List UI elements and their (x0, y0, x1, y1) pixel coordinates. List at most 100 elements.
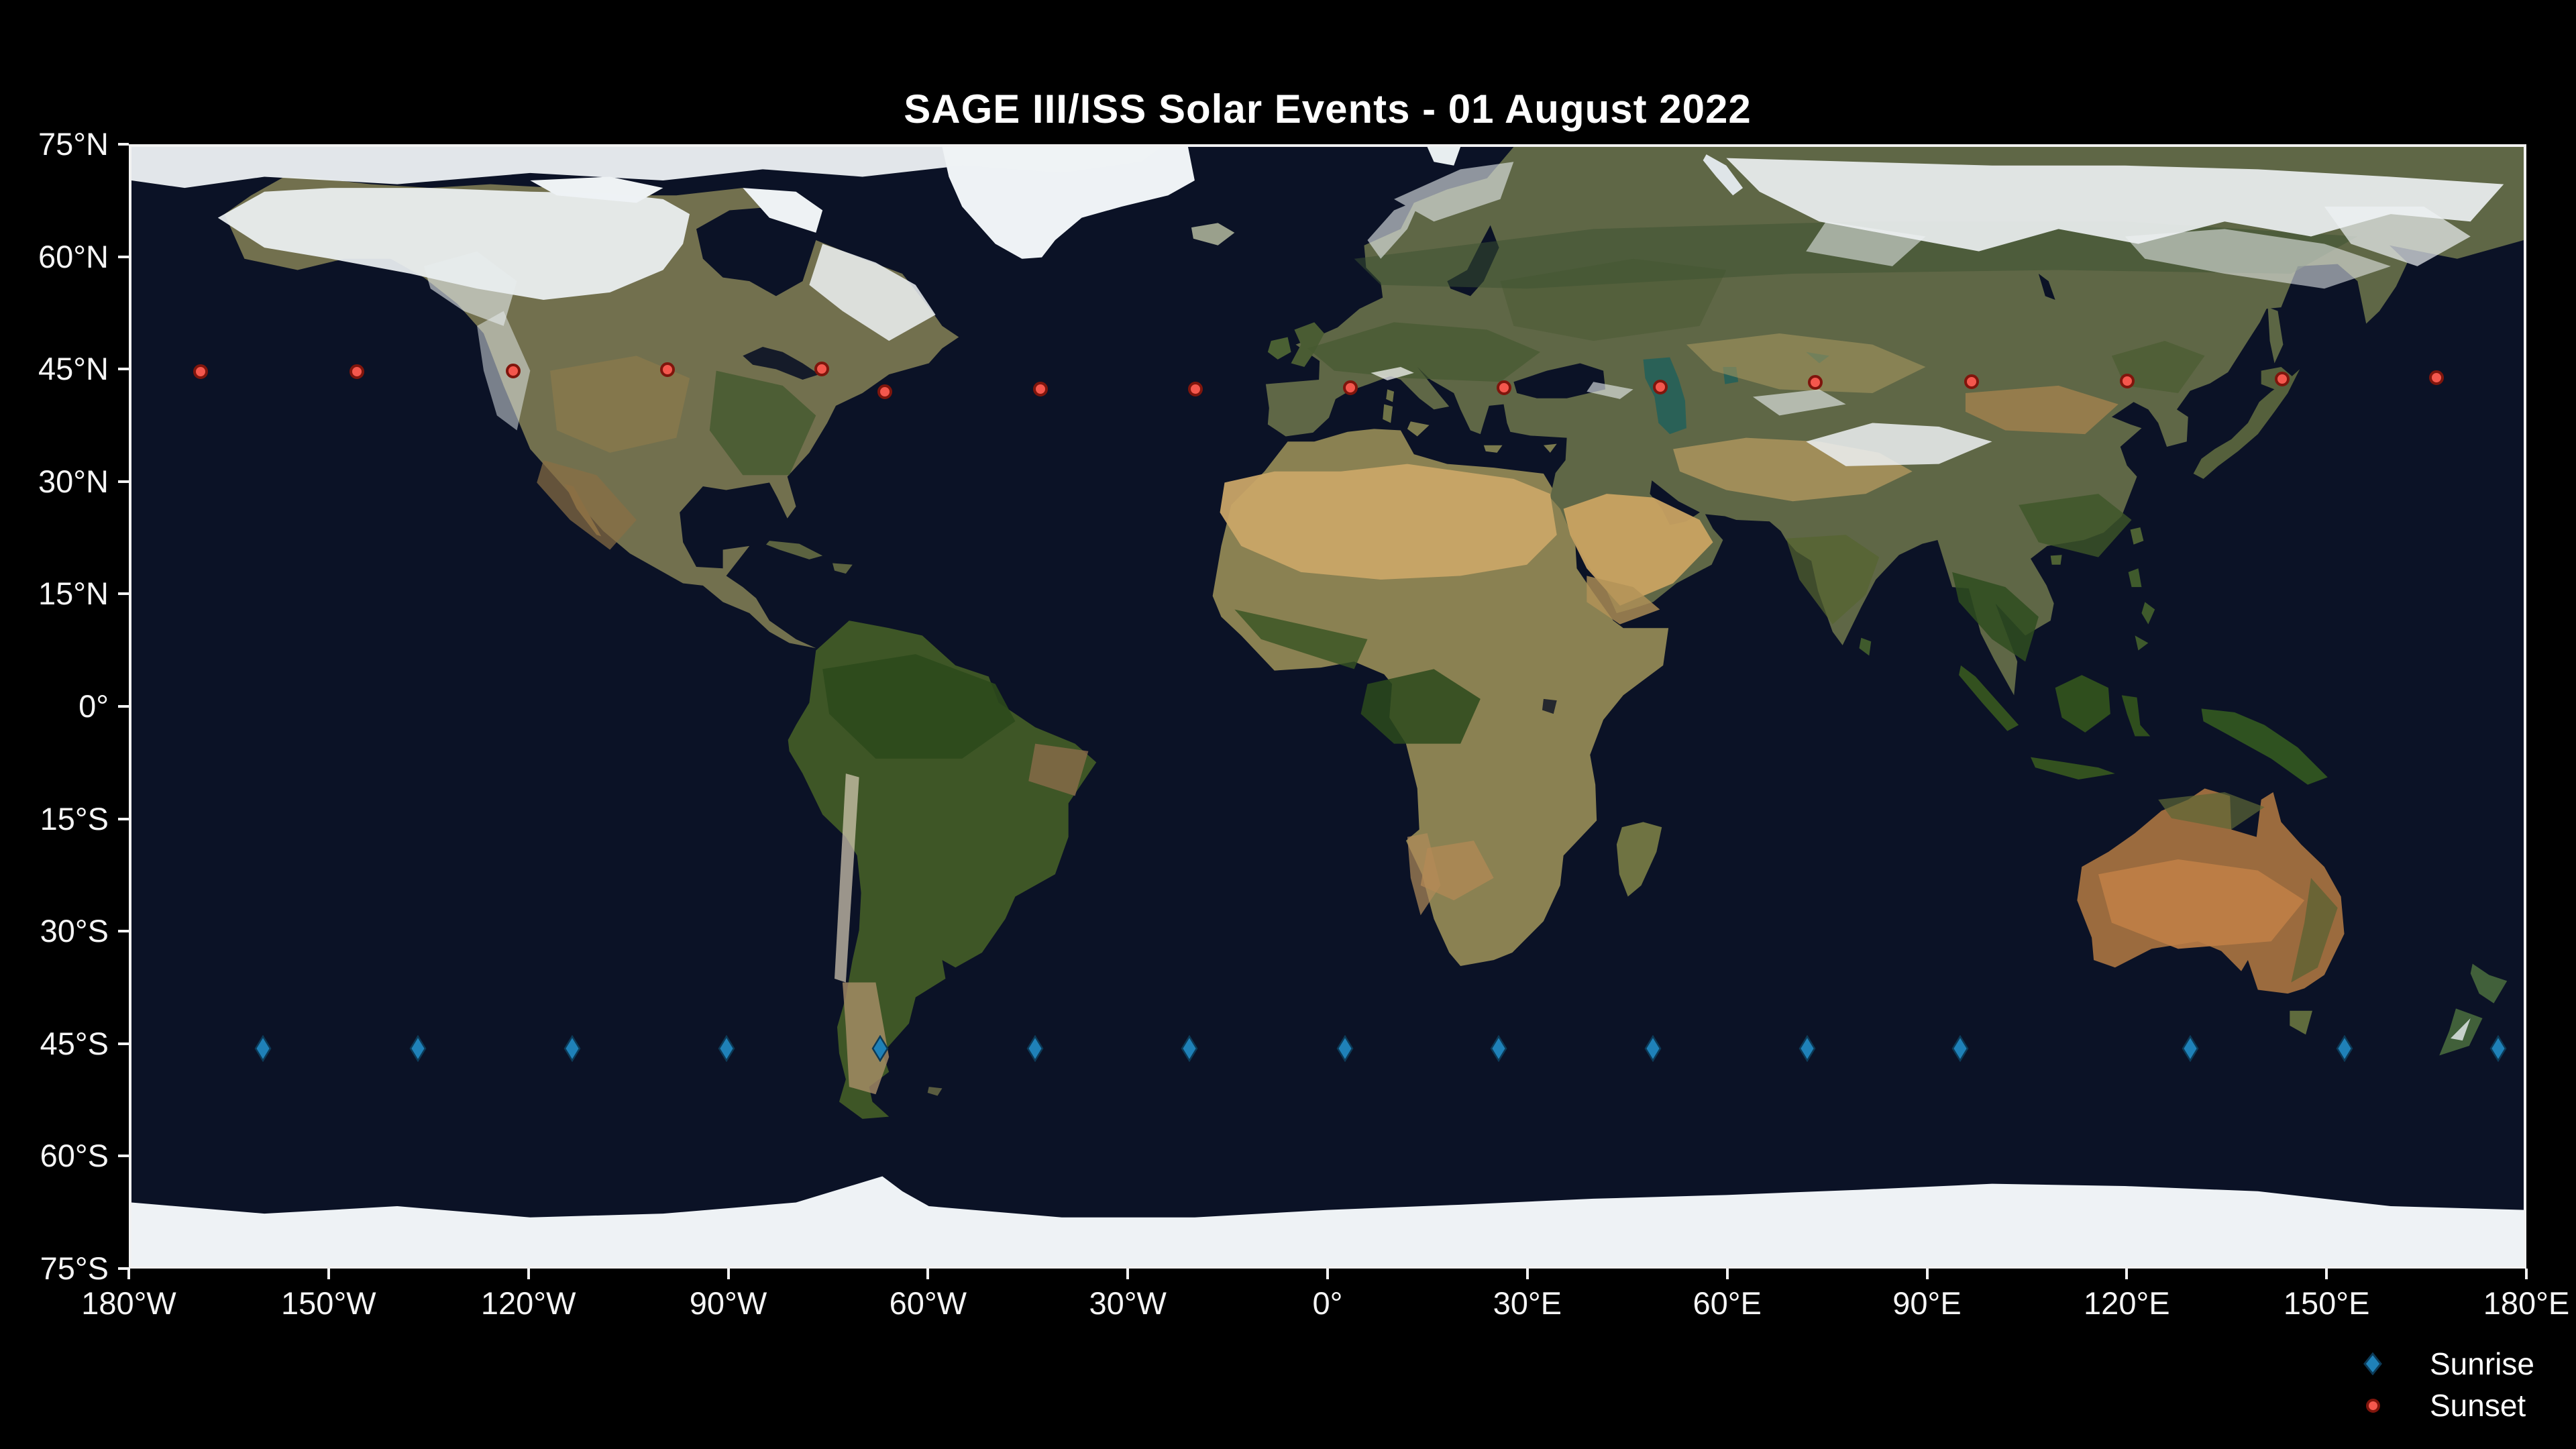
java (2031, 757, 2115, 780)
x-tick-mark (1725, 1269, 1729, 1279)
world-map-svg (131, 147, 2524, 1266)
ne-china-green (2111, 341, 2205, 393)
bc-snow (423, 251, 517, 326)
x-tick-mark (727, 1269, 730, 1279)
x-tick-mark (2125, 1269, 2129, 1279)
x-tick-label: 0° (1312, 1285, 1343, 1321)
sunset-marker (660, 362, 676, 378)
madagascar (1616, 822, 1662, 897)
x-tick-mark (926, 1269, 930, 1279)
crete (1483, 445, 1503, 453)
caspian-sea (1643, 357, 1686, 435)
y-tick-mark (118, 368, 129, 371)
sunset-marker (2429, 370, 2445, 385)
us-east-forest (709, 370, 816, 476)
x-tick-mark (2325, 1269, 2328, 1279)
x-tick-label: 30°E (1493, 1285, 1562, 1321)
taiwan (2130, 527, 2144, 545)
sunset-marker (814, 362, 830, 377)
legend-item-sunrise: Sunrise (2316, 1343, 2534, 1385)
hispaniola (833, 563, 853, 574)
arabia-desert (1563, 494, 1713, 606)
x-tick-mark (327, 1269, 330, 1279)
alps-snow (1371, 367, 1414, 381)
x-tick-mark (527, 1269, 530, 1279)
x-axis: 180°W 150°W 120°W 90°W 60°W 30°W 0° 30°E 60°E 90°… (81, 1269, 2569, 1349)
x-tick-mark (2525, 1269, 2528, 1279)
s-china-green (2019, 494, 2132, 557)
lake-baikal (2038, 274, 2055, 300)
legend-item-sunset: Sunset (2316, 1385, 2534, 1426)
great-britain (1291, 322, 1325, 368)
sunset-dot-icon (2316, 1398, 2430, 1413)
sunset-marker (877, 384, 893, 399)
amazon-forest (822, 654, 1016, 759)
y-tick-label: 15°N (38, 576, 109, 612)
x-tick-label: 150°E (2283, 1285, 2370, 1321)
y-tick-mark (118, 592, 129, 596)
congo-forest (1360, 669, 1481, 744)
y-tick-mark (118, 255, 129, 258)
sunset-marker (1187, 382, 1203, 397)
sunrise-marker (564, 1035, 581, 1063)
philippines (2128, 568, 2155, 651)
sunrise-marker (871, 1035, 889, 1063)
y-tick-mark (118, 480, 129, 483)
sulawesi (2121, 695, 2151, 737)
sunrise-marker (2182, 1035, 2199, 1063)
sunrise-marker (1490, 1035, 1507, 1063)
y-tick-mark (118, 143, 129, 146)
us-plains (550, 356, 690, 453)
sunset-marker (193, 364, 209, 379)
ireland (1267, 337, 1291, 360)
y-tick-mark (118, 705, 129, 708)
kazakh-steppe (1686, 333, 1926, 393)
sunrise-marker (718, 1035, 735, 1063)
tianshan-snow (1752, 389, 1846, 416)
siberia-snow-patches (1806, 221, 2391, 289)
borneo (2055, 675, 2110, 733)
gobi-desert (1965, 385, 2118, 435)
x-tick-label: 180°E (2483, 1285, 2570, 1321)
sri-lanka (1859, 637, 1872, 656)
y-tick-label: 15°S (40, 800, 109, 837)
sunset-marker (1964, 374, 1979, 390)
sunset-marker (2119, 374, 2135, 389)
tibet-snow (1806, 423, 1992, 466)
y-tick-mark (118, 1155, 129, 1158)
new-zealand-north (2470, 963, 2508, 1004)
australia-north-green (2158, 792, 2265, 830)
japan (2193, 369, 2300, 479)
labrador-snow (809, 244, 936, 341)
x-tick-mark (1126, 1269, 1130, 1279)
cyprus (1543, 443, 1557, 453)
chart-title: SAGE III/ISS Solar Events - 01 August 20… (904, 87, 1752, 131)
great-lakes (743, 347, 820, 380)
australia-east-green (2291, 877, 2338, 983)
x-tick-label: 90°E (1892, 1285, 1962, 1321)
sunrise-marker (254, 1035, 272, 1063)
data-points-layer (131, 147, 2524, 1266)
legend-label-sunrise: Sunrise (2430, 1346, 2534, 1381)
x-tick-label: 180°W (81, 1285, 176, 1321)
y-tick-label: 60°N (38, 238, 109, 274)
sunset-marker (349, 364, 364, 379)
hainan (2050, 555, 2062, 565)
sunrise-diamond-icon (2316, 1352, 2430, 1375)
y-tick-mark (118, 817, 129, 820)
sunrise-marker (1951, 1035, 1969, 1063)
x-tick-mark (1925, 1269, 1929, 1279)
west-africa-forest (1234, 609, 1368, 669)
y-tick-label: 45°S (40, 1025, 109, 1061)
sunset-marker (1808, 375, 1823, 390)
plot-area (129, 144, 2526, 1269)
continent-antarctica (131, 1176, 2524, 1266)
southern-alps-snow (2451, 1018, 2471, 1041)
mexico-desert (537, 460, 637, 550)
x-tick-mark (1326, 1269, 1329, 1279)
india-green (1786, 535, 1880, 625)
x-tick-label: 150°W (281, 1285, 376, 1321)
sunset-marker (505, 363, 521, 378)
sunrise-marker (2336, 1035, 2353, 1063)
